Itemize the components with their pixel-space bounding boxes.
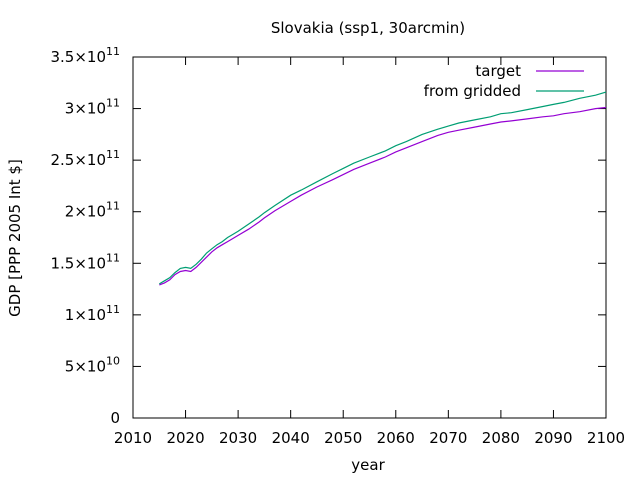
y-tick-label: 1.5×1011	[50, 251, 120, 272]
legend-label: from gridded	[424, 82, 521, 100]
x-tick-label: 2050	[324, 429, 362, 447]
x-tick-label: 2100	[587, 429, 625, 447]
plot-frame	[132, 56, 607, 419]
x-axis-label: year	[351, 456, 385, 474]
y-tick-label: 2.5×1011	[50, 148, 120, 169]
y-tick-label: 2×1011	[65, 200, 120, 221]
y-axis: 05×10101×10111.5×10112×10112.5×10113×101…	[50, 45, 606, 427]
y-tick-exponent: 11	[106, 148, 120, 161]
y-tick-mantissa: 2.5×10	[50, 151, 106, 169]
x-tick-label: 2070	[429, 429, 467, 447]
x-tick-label: 2080	[482, 429, 520, 447]
y-tick-exponent: 11	[106, 200, 120, 213]
y-tick-exponent: 11	[106, 251, 120, 264]
series-line-target	[159, 106, 607, 286]
x-tick-label: 2060	[377, 429, 415, 447]
y-tick-mantissa: 5×10	[65, 357, 106, 375]
legend-label: target	[475, 62, 521, 80]
y-tick-mantissa: 2×10	[65, 203, 106, 221]
series-lines	[158, 91, 607, 286]
chart-title: Slovakia (ssp1, 30arcmin)	[271, 19, 465, 37]
y-tick-mantissa: 3.5×10	[50, 48, 106, 66]
y-tick-label: 5×1010	[65, 354, 120, 375]
y-tick-label: 3.5×1011	[50, 45, 120, 66]
x-tick-label: 2030	[219, 429, 257, 447]
y-tick-label: 0	[110, 409, 120, 427]
y-tick-label: 1×1011	[65, 303, 120, 324]
x-axis: 2010 2020 2030 2040 2050 2060 2070 2080 2090 2100	[114, 57, 625, 447]
x-tick-label: 2010	[114, 429, 152, 447]
y-tick-label: 3×1011	[65, 97, 120, 118]
y-tick-exponent: 10	[106, 354, 120, 367]
legend: target from gridded	[424, 62, 584, 100]
y-tick-mantissa: 1×10	[65, 306, 106, 324]
y-tick-exponent: 11	[106, 45, 120, 58]
x-tick-label: 2020	[166, 429, 204, 447]
y-tick-exponent: 11	[106, 303, 120, 316]
x-tick-label: 2090	[534, 429, 572, 447]
y-tick-mantissa: 3×10	[65, 100, 106, 118]
x-tick-label: 2040	[272, 429, 310, 447]
y-axis-label: GDP [PPP 2005 Int $]	[6, 159, 24, 317]
y-tick-exponent: 11	[106, 97, 120, 110]
series-line-from-gridded	[158, 91, 607, 285]
y-tick-mantissa: 1.5×10	[50, 254, 106, 272]
